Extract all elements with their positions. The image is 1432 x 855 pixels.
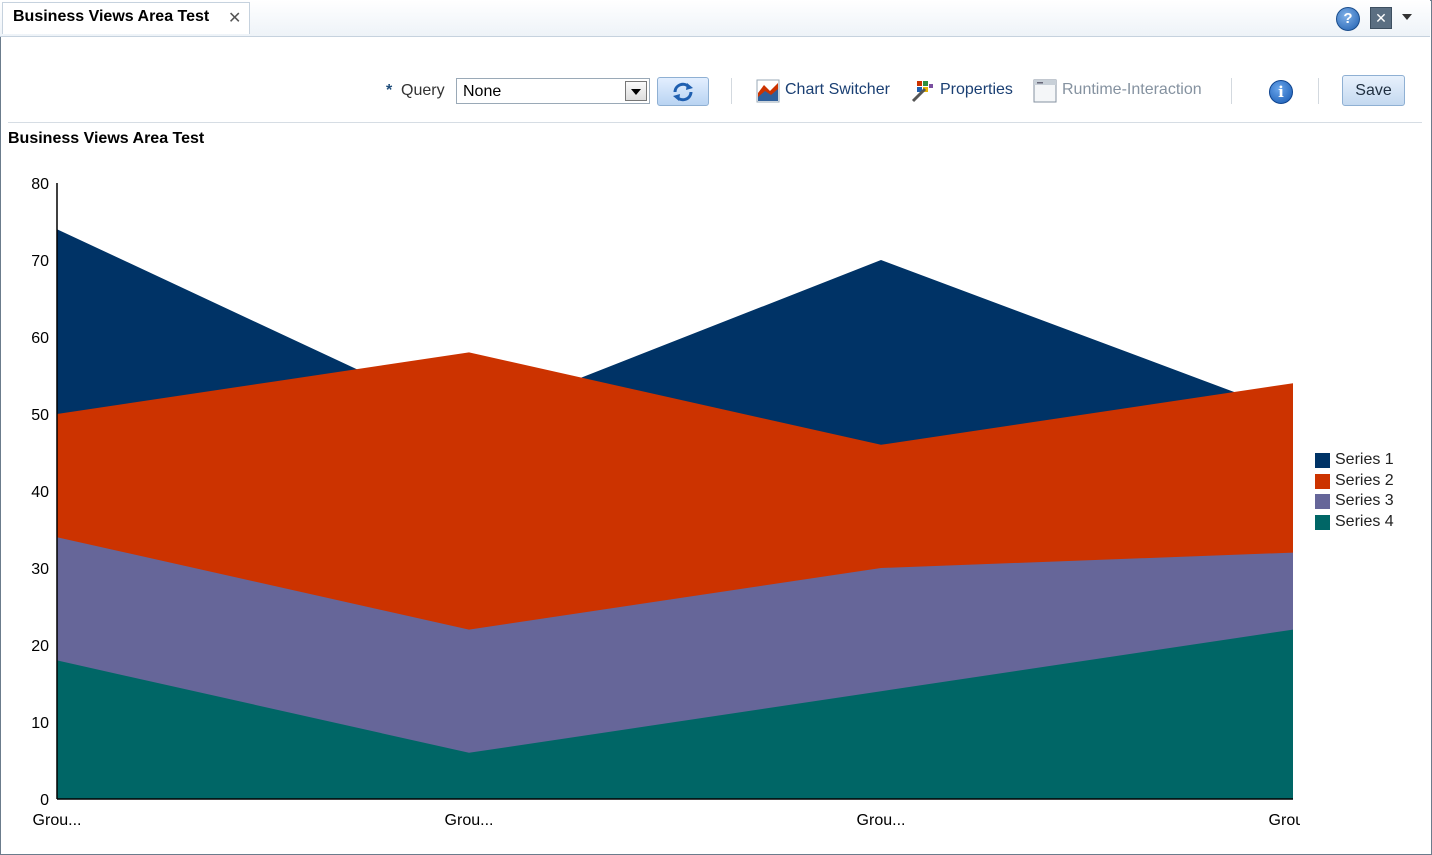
legend-label: Series 1 xyxy=(1335,451,1394,468)
y-tick-label: 20 xyxy=(31,638,49,655)
refresh-icon xyxy=(673,82,693,102)
save-button[interactable]: Save xyxy=(1342,75,1405,106)
toolbar-separator xyxy=(1231,78,1232,104)
legend-swatch xyxy=(1315,473,1330,489)
query-select[interactable]: None xyxy=(456,78,650,104)
close-tab-icon[interactable]: ✕ xyxy=(228,10,242,27)
refresh-button[interactable] xyxy=(657,77,709,106)
y-tick-label: 0 xyxy=(40,792,49,809)
chart-switcher-link[interactable]: Chart Switcher xyxy=(785,81,890,98)
legend-label: Series 2 xyxy=(1335,471,1394,489)
x-category-label: Grou... xyxy=(33,812,82,829)
close-box-icon[interactable]: ✕ xyxy=(1370,7,1392,29)
properties-icon[interactable] xyxy=(911,79,935,103)
properties-link[interactable]: Properties xyxy=(940,81,1013,98)
y-tick-label: 70 xyxy=(31,253,49,270)
legend-swatch xyxy=(1315,514,1330,530)
chart-title: Business Views Area Test xyxy=(8,130,205,147)
legend-label: Series 4 xyxy=(1335,512,1394,530)
y-tick-label: 40 xyxy=(31,484,49,501)
chart-switcher-icon[interactable] xyxy=(756,79,780,103)
help-icon[interactable]: ? xyxy=(1336,7,1360,31)
query-select-value: None xyxy=(463,83,502,100)
legend-swatch xyxy=(1315,453,1330,468)
y-tick-label: 10 xyxy=(31,715,49,732)
x-category-label: Grou... xyxy=(1269,812,1300,829)
legend-swatch xyxy=(1315,494,1330,509)
chevron-down-icon[interactable] xyxy=(625,81,647,101)
toolbar-separator xyxy=(1318,78,1319,104)
tab-bar: Business Views Area Test ✕ ? ✕ xyxy=(0,0,1430,37)
y-tick-label: 80 xyxy=(31,176,49,193)
y-tick-label: 50 xyxy=(31,407,49,424)
query-label: Query xyxy=(401,82,445,99)
y-tick-label: 60 xyxy=(31,330,49,347)
legend-label: Series 3 xyxy=(1335,492,1394,509)
menu-caret-icon[interactable] xyxy=(1402,14,1412,20)
tab-label: Business Views Area Test xyxy=(13,8,210,25)
toolbar: * Query None Chart Switcher Properties R… xyxy=(0,72,1430,112)
runtime-interaction-icon xyxy=(1033,79,1057,103)
toolbar-separator xyxy=(731,78,732,104)
x-category-label: Grou... xyxy=(857,812,906,829)
runtime-interaction-link: Runtime-Interaction xyxy=(1062,81,1202,98)
required-marker: * xyxy=(386,82,393,99)
y-tick-label: 30 xyxy=(31,561,49,578)
area-chart: 0 10 20 30 40 50 60 70 80 Grou... Grou... Grou... Gr… xyxy=(31,176,1300,829)
toolbar-divider xyxy=(8,122,1422,123)
x-category-label: Grou... xyxy=(445,812,494,829)
area-series-4 xyxy=(57,629,1293,799)
tab-business-views-area-test[interactable]: Business Views Area Test ✕ xyxy=(2,2,250,34)
info-icon[interactable]: i xyxy=(1269,80,1293,104)
